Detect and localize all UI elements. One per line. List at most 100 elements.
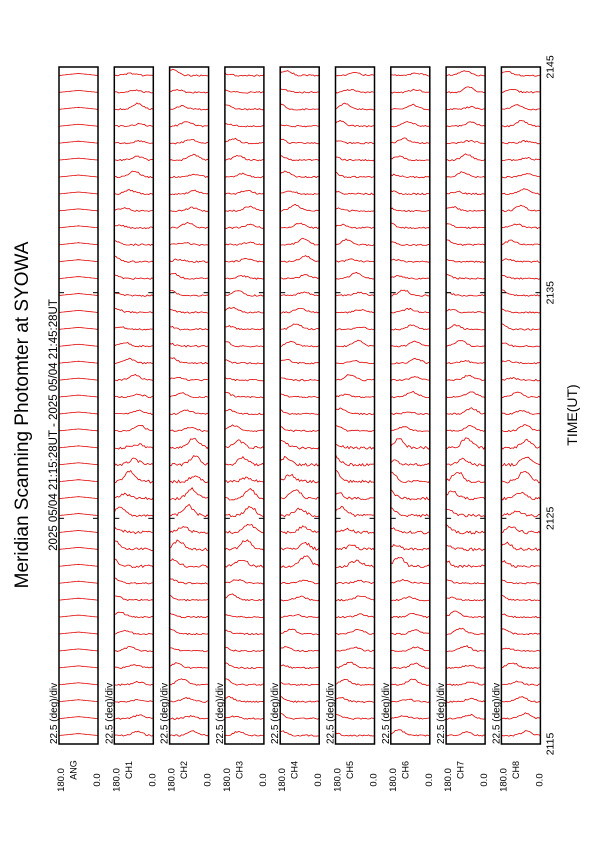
trace-line xyxy=(280,155,320,161)
trace-line xyxy=(390,207,430,213)
trace-line xyxy=(169,577,209,585)
trace-line xyxy=(280,628,320,636)
trace-line xyxy=(58,733,99,736)
scale-label: 22.5 (deg)/div xyxy=(436,683,447,744)
trace-line xyxy=(169,539,209,552)
trace-line xyxy=(501,579,541,585)
trace-line xyxy=(224,579,265,585)
trace-line xyxy=(446,425,486,432)
trace-line xyxy=(224,123,264,128)
trace-line xyxy=(114,307,154,314)
trace-line xyxy=(390,411,430,416)
trace-line xyxy=(335,207,375,213)
trace-line xyxy=(114,170,154,179)
trace-line xyxy=(335,291,375,297)
channel-label: CH1 xyxy=(124,761,134,779)
trace-line xyxy=(224,424,265,432)
trace-line xyxy=(114,122,154,128)
trace-line xyxy=(446,190,486,196)
trace-line xyxy=(335,444,375,450)
y-tick-max: 180.0 xyxy=(277,768,288,792)
trace-line xyxy=(224,523,265,534)
trace-line xyxy=(280,203,320,212)
trace-line xyxy=(390,376,430,382)
trace-line xyxy=(114,207,154,212)
trace-line xyxy=(224,137,264,145)
trace-line xyxy=(501,70,541,77)
y-tick-max: 180.0 xyxy=(56,768,67,792)
trace-line xyxy=(169,662,209,669)
y-tick-min: 0.0 xyxy=(92,773,103,786)
trace-line xyxy=(280,579,320,585)
trace-line xyxy=(224,456,265,467)
trace-line xyxy=(280,664,320,670)
trace-line xyxy=(390,489,431,501)
trace-line xyxy=(169,475,209,484)
trace-line xyxy=(58,665,99,669)
trace-line xyxy=(169,325,209,331)
trace-line xyxy=(335,309,375,314)
scale-label: 22.5 (deg)/div xyxy=(215,683,226,744)
trace-line xyxy=(58,343,99,347)
y-tick-min: 0.0 xyxy=(534,773,545,786)
trace-line xyxy=(224,593,264,601)
trace-line xyxy=(390,715,430,720)
trace-line xyxy=(446,596,486,602)
trace-line xyxy=(390,426,430,433)
trace-line xyxy=(390,662,430,670)
trace-line xyxy=(501,712,541,720)
trace-line xyxy=(114,326,154,331)
trace-line xyxy=(114,357,154,365)
x-tick-label: 2125 xyxy=(544,506,556,530)
trace-line xyxy=(501,456,541,467)
trace-line xyxy=(335,190,375,196)
trace-line xyxy=(501,541,541,552)
trace-line xyxy=(445,223,486,230)
y-tick-min: 0.0 xyxy=(369,773,380,786)
trace-line xyxy=(114,714,154,720)
trace-line xyxy=(335,339,375,348)
trace-line xyxy=(114,240,154,247)
trace-line xyxy=(224,646,265,652)
trace-line xyxy=(280,340,320,348)
trace-line xyxy=(445,610,486,619)
trace-line xyxy=(58,225,99,229)
trace-line xyxy=(279,70,320,77)
trace-line xyxy=(58,377,99,381)
channel-label: CH2 xyxy=(179,761,189,779)
trace-line xyxy=(335,238,375,246)
trace-line xyxy=(390,274,430,280)
trace-line xyxy=(390,357,430,365)
trace-line xyxy=(390,678,430,686)
trace-line xyxy=(58,648,99,652)
trace-line xyxy=(58,394,99,398)
trace-line xyxy=(58,276,99,279)
trace-line xyxy=(58,682,99,686)
trace-line xyxy=(280,426,320,433)
trace-line xyxy=(114,492,154,500)
trace-line xyxy=(58,462,99,466)
channel-label: ANG xyxy=(69,760,79,780)
trace-line xyxy=(445,360,486,365)
trace-line xyxy=(224,104,265,111)
trace-line xyxy=(224,324,265,331)
trace-line xyxy=(335,326,375,331)
trace-line xyxy=(501,104,541,111)
trace-line xyxy=(114,393,154,399)
trace-line xyxy=(279,473,320,484)
trace-line xyxy=(335,425,375,432)
trace-line xyxy=(445,490,486,501)
trace-line xyxy=(58,309,99,313)
trace-line xyxy=(501,223,541,230)
trace-line xyxy=(390,729,430,737)
trace-line xyxy=(390,307,430,314)
trace-line xyxy=(224,476,265,484)
trace-line xyxy=(335,527,375,535)
trace-line xyxy=(169,647,209,653)
panel-frame xyxy=(334,66,376,745)
channel-label: CH4 xyxy=(290,761,300,779)
y-tick-max: 180.0 xyxy=(388,768,399,792)
